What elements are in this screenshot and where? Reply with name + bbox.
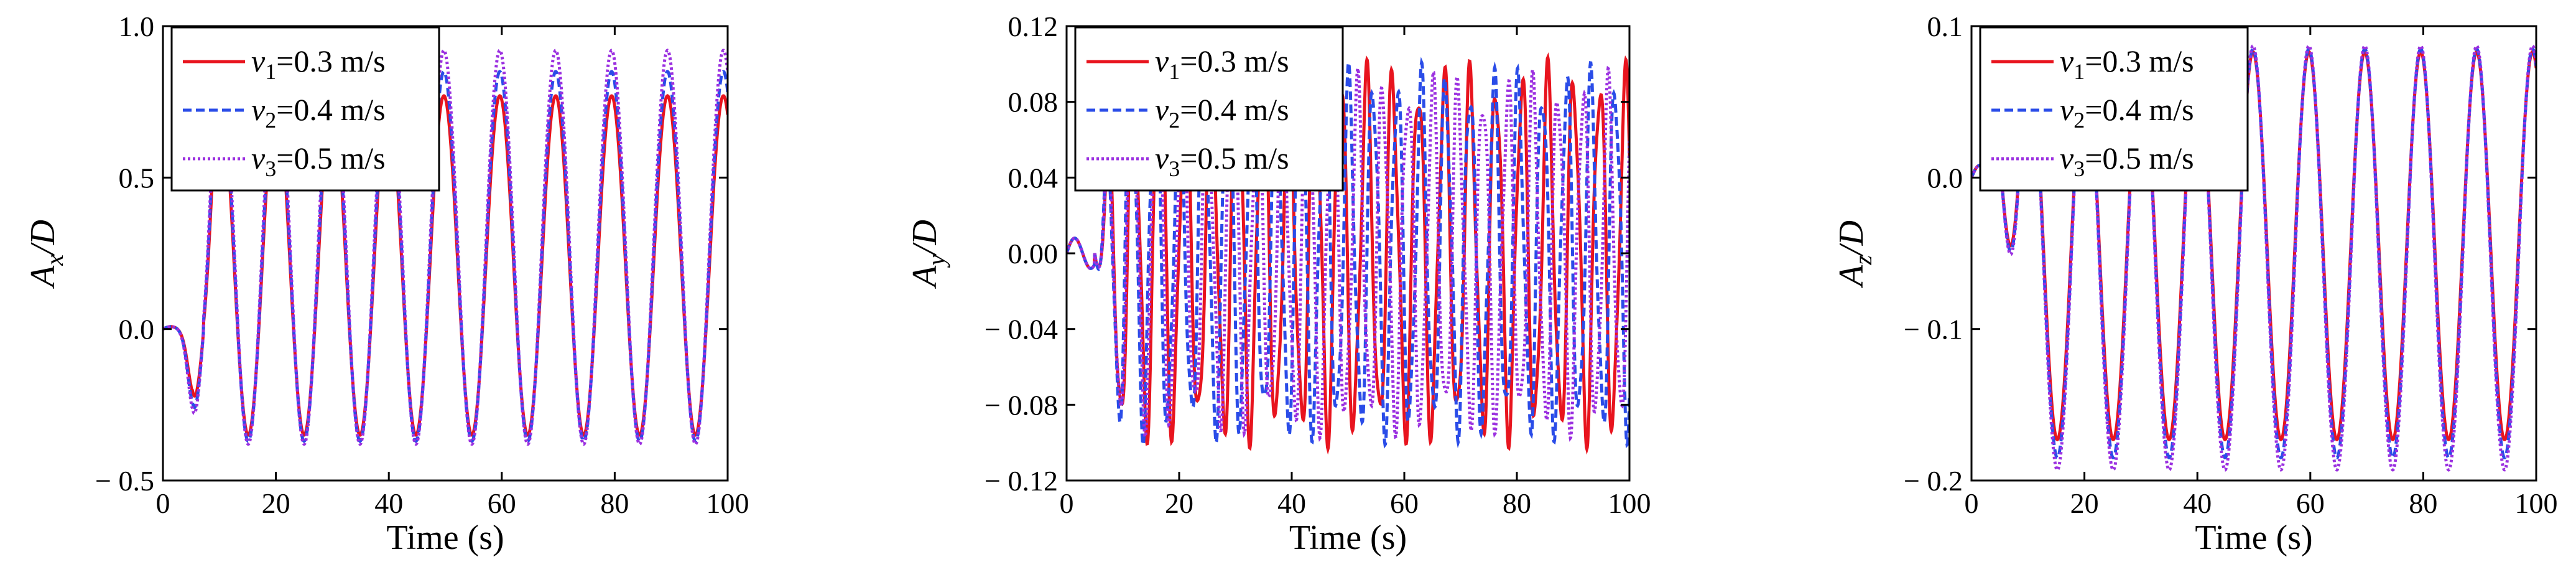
x-tick-label: 0	[1060, 487, 1074, 519]
y-tick-label: − 0.2	[1904, 465, 1963, 497]
x-tick-label: 100	[707, 487, 749, 519]
series-line-3	[1971, 44, 2536, 472]
x-tick-label: 80	[600, 487, 629, 519]
y-tick-label: 0.5	[119, 162, 155, 194]
y-tick-label: − 0.08	[985, 389, 1058, 421]
chart-panel-2: 0 20 40 60 80 100 − 0.12 − 0.08 − 0.04 0.00 0.04 0.…	[906, 11, 1651, 557]
y-axis-title: Ay/D	[906, 220, 950, 289]
y-axis-title: Az/D	[1832, 220, 1877, 289]
legend-label-3: v3=0.5 m/s	[2060, 141, 2194, 181]
chart-panel-1: 0 20 40 60 80 100 − 0.5 0.0 0.5 1.0 Time (s) Ax/D v1…	[24, 11, 749, 557]
legend: v1=0.3 m/s v2=0.4 m/s v3=0.5 m/s	[170, 26, 440, 192]
x-tick-label: 60	[1390, 487, 1419, 519]
x-tick-label: 60	[488, 487, 516, 519]
legend-label-1: v1=0.3 m/s	[2060, 44, 2194, 84]
x-tick-label: 80	[1503, 487, 1531, 519]
y-tick-label: − 0.1	[1904, 314, 1963, 345]
legend-label-3: v3=0.5 m/s	[1155, 141, 1289, 181]
y-tick-label: − 0.04	[985, 314, 1058, 345]
axes-frame	[1970, 25, 2537, 482]
axes-frame	[162, 25, 729, 482]
plot-area	[163, 49, 728, 446]
series-line-2	[1067, 57, 1629, 449]
y-tick-label: 1.0	[119, 11, 155, 42]
y-tick-label: 0.04	[1008, 162, 1059, 194]
x-tick-label: 0	[156, 487, 170, 519]
y-tick-label: − 0.12	[985, 465, 1058, 497]
x-axis-title: Time (s)	[1289, 518, 1407, 557]
x-tick-label: 40	[2183, 487, 2212, 519]
legend-label-2: v2=0.4 m/s	[1155, 92, 1289, 133]
x-tick-label: 20	[2070, 487, 2099, 519]
legend-label-1: v1=0.3 m/s	[251, 44, 386, 84]
x-tick-label: 100	[2515, 487, 2558, 519]
x-axis-title: Time (s)	[2195, 518, 2312, 557]
x-axis-title: Time (s)	[386, 518, 504, 557]
x-tick-label: 0	[1965, 487, 1979, 519]
y-tick-label: 0.1	[1927, 11, 1963, 42]
legend-label-2: v2=0.4 m/s	[2060, 92, 2194, 133]
y-axis-title: Ax/D	[24, 220, 68, 289]
x-tick-label: 40	[1277, 487, 1306, 519]
y-tick-label: 0.0	[1927, 162, 1963, 194]
legend-label-3: v3=0.5 m/s	[251, 141, 386, 181]
y-tick-label: 0.00	[1008, 238, 1059, 270]
y-tick-label: 0.0	[119, 314, 155, 345]
x-tick-label: 80	[2409, 487, 2437, 519]
y-tick-label: 0.12	[1008, 11, 1059, 42]
y-tick-label: 0.08	[1008, 87, 1059, 118]
x-tick-label: 20	[1165, 487, 1193, 519]
legend-label-2: v2=0.4 m/s	[251, 92, 386, 133]
y-tick-label: − 0.5	[95, 465, 154, 497]
legend: v1=0.3 m/s v2=0.4 m/s v3=0.5 m/s	[1074, 26, 1344, 192]
legend: v1=0.3 m/s v2=0.4 m/s v3=0.5 m/s	[1979, 26, 2249, 192]
x-tick-label: 40	[374, 487, 403, 519]
x-tick-label: 100	[1608, 487, 1651, 519]
x-tick-label: 20	[262, 487, 290, 519]
series-line-3	[163, 49, 728, 446]
x-tick-label: 60	[2296, 487, 2325, 519]
plot-area	[1971, 44, 2536, 472]
legend-label-1: v1=0.3 m/s	[1155, 44, 1289, 84]
chart-panel-3: 0 20 40 60 80 100 − 0.2 − 0.1 0.0 0.1 Time (s) Az/D…	[1832, 11, 2558, 557]
